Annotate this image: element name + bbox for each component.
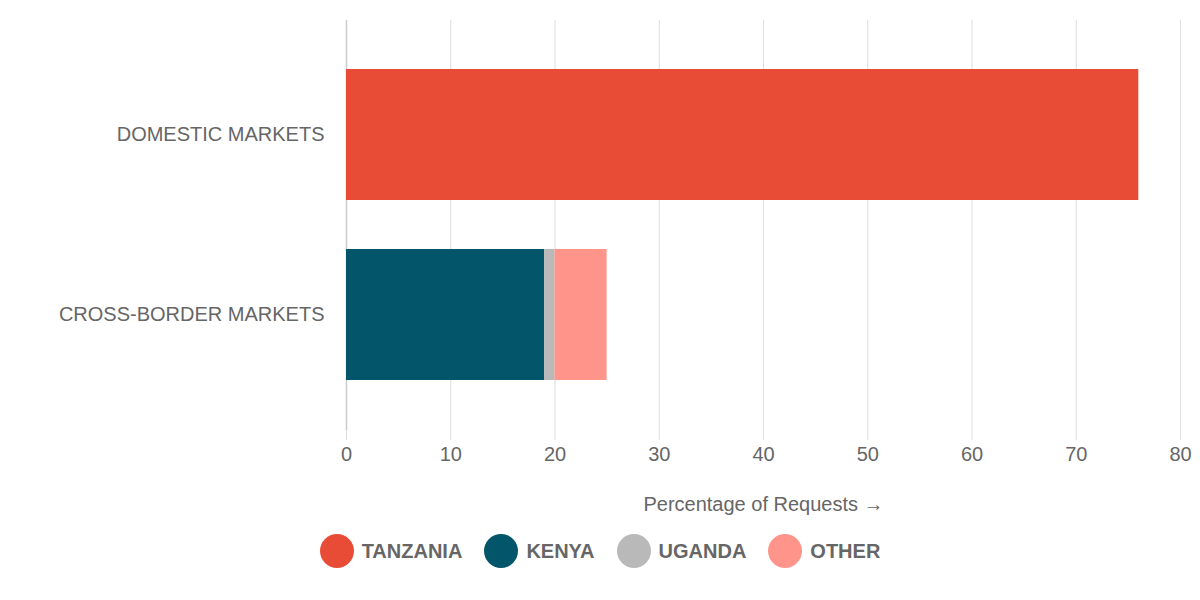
svg-text:CROSS-BORDER MARKETS: CROSS-BORDER MARKETS xyxy=(59,303,325,325)
svg-text:30: 30 xyxy=(648,443,670,465)
svg-text:40: 40 xyxy=(752,443,774,465)
html-text:TANZANIA: TANZANIA xyxy=(361,539,463,562)
svg-text:10: 10 xyxy=(440,443,462,465)
html-text:UGANDA: UGANDA xyxy=(658,539,747,562)
svg-text:DOMESTIC MARKETS: DOMESTIC MARKETS xyxy=(117,123,325,145)
svg-text:50: 50 xyxy=(857,443,879,465)
svg-text:70: 70 xyxy=(1065,443,1087,465)
html-text:KENYA: KENYA xyxy=(526,539,595,562)
html-text:OTHER: OTHER xyxy=(810,539,881,562)
svg-text:80: 80 xyxy=(1169,443,1191,465)
svg-text:20: 20 xyxy=(544,443,566,465)
svg-text:60: 60 xyxy=(961,443,983,465)
svg-text:Percentage of Requests →: Percentage of Requests → xyxy=(643,493,883,515)
svg-text:0: 0 xyxy=(341,443,352,465)
